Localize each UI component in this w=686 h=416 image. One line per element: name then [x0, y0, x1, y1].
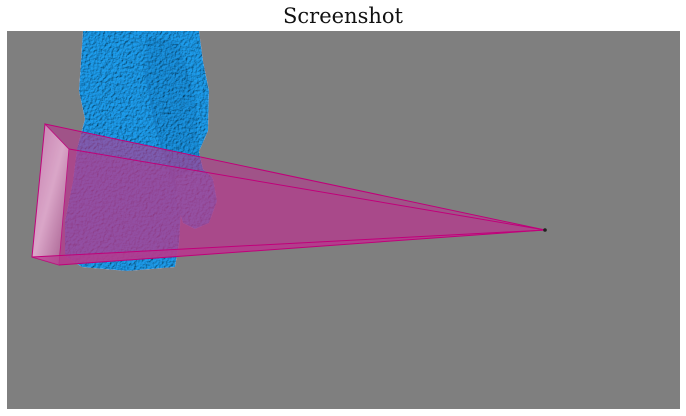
scene-canvas	[31, 31, 547, 271]
camera-center-point	[543, 228, 547, 232]
window-title: Screenshot	[283, 4, 403, 28]
3d-viewport[interactable]	[7, 31, 680, 409]
camera-frustum	[31, 123, 546, 266]
